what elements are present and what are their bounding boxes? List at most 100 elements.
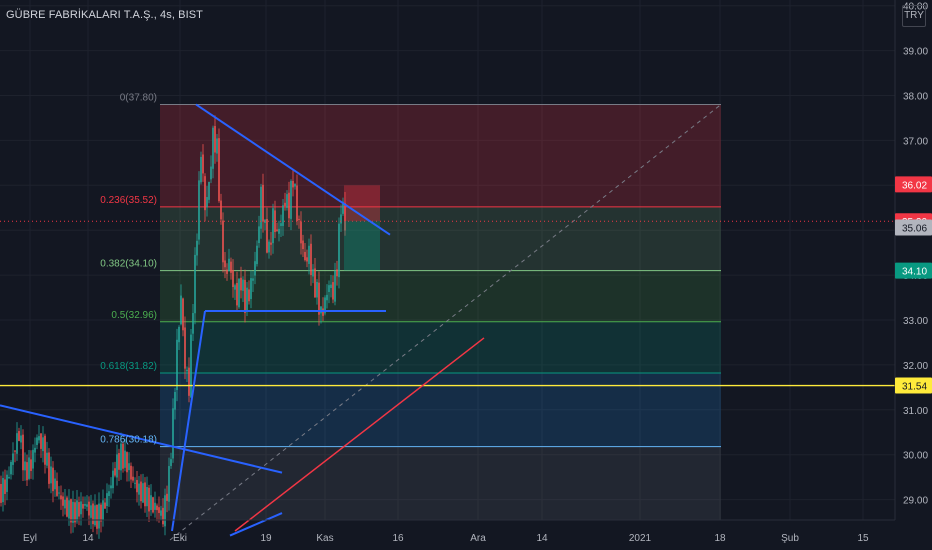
candle-down (26, 462, 28, 481)
candle-down (236, 282, 238, 306)
time-tick-label: 19 (260, 533, 272, 544)
price-label-text: 34.10 (902, 267, 927, 278)
currency-button[interactable]: TRY (902, 5, 926, 27)
candle-up (6, 474, 8, 492)
candle-up (246, 287, 248, 312)
candle-down (48, 452, 50, 484)
price-tick-label: 33.00 (903, 316, 928, 327)
candle-up (160, 510, 162, 516)
time-tick-label: Kas (316, 533, 333, 544)
candle-down (156, 505, 158, 511)
candle-up (172, 408, 174, 459)
candle-up (72, 501, 74, 523)
candle-down (82, 504, 84, 509)
time-tick-label: 2021 (629, 533, 652, 544)
fib-level-label: 0(37.80) (120, 92, 157, 103)
fib-level-label: 0.382(34.10) (100, 259, 157, 270)
candle-down (66, 497, 68, 517)
candle-up (234, 285, 236, 290)
grid (0, 0, 895, 520)
trendline-ascending (171, 310, 206, 532)
candle-up (24, 461, 26, 471)
candle-up (102, 500, 104, 520)
candle-up (46, 452, 48, 466)
candle-up (146, 486, 148, 507)
price-label-badge (895, 377, 932, 394)
candle-down (18, 431, 20, 441)
red-trendline (234, 337, 485, 532)
candle-up (38, 436, 40, 441)
candle-down (44, 435, 46, 465)
candle-down (292, 180, 294, 188)
fib-zone (160, 270, 721, 322)
candle-down (40, 433, 42, 449)
candle-down (140, 481, 142, 502)
candle-down (224, 260, 226, 268)
candle-up (134, 482, 136, 484)
candle-down (344, 202, 346, 231)
candle-down (52, 467, 54, 492)
candle-down (152, 497, 154, 513)
candle-down (298, 218, 300, 220)
candle-down (60, 495, 62, 500)
time-tick-label: Eyl (23, 533, 37, 544)
candle-up (210, 166, 212, 180)
fib-zone (160, 206, 721, 271)
candle-up (268, 241, 270, 253)
trendline-descending-upper (195, 103, 391, 236)
candle-down (130, 465, 132, 480)
candles (0, 115, 346, 539)
candle-up (252, 278, 254, 281)
candle-down (62, 496, 64, 506)
time-tick-label: 18 (714, 533, 726, 544)
candle-down (274, 210, 276, 233)
candle-up (36, 437, 38, 445)
candle-up (32, 449, 34, 469)
candle-down (114, 468, 116, 476)
candle-down (166, 493, 168, 501)
candle-up (216, 138, 218, 154)
fib-zone (160, 446, 721, 520)
candle-down (158, 507, 160, 513)
candle-up (212, 127, 214, 169)
candle-up (206, 196, 208, 208)
price-label-badge (895, 262, 932, 279)
candle-up (334, 270, 336, 302)
fib-zone (160, 321, 721, 373)
candle-down (262, 184, 264, 222)
time-tick-label: Eki (173, 533, 187, 544)
candle-up (342, 201, 344, 214)
candle-up (168, 466, 170, 502)
candle-up (254, 261, 256, 276)
candle-up (290, 180, 292, 219)
time-axis[interactable]: Eyl 14 Eki 19 Kas 16 Ara 14 2021 18 Şub 15 (0, 519, 895, 544)
candle-down (148, 487, 150, 512)
candle-up (186, 369, 188, 372)
candle-up (154, 502, 156, 510)
candle-up (198, 180, 200, 240)
candle-down (304, 251, 306, 261)
candle-down (226, 269, 228, 274)
candle-up (20, 435, 22, 443)
price-axis[interactable]: 29.0030.0031.0032.0033.0034.0035.0036.00… (894, 0, 932, 550)
candle-up (196, 240, 198, 256)
candle-up (8, 477, 10, 479)
candle-down (302, 240, 304, 250)
price-tick-label: 38.00 (903, 92, 928, 103)
candle-up (64, 499, 66, 509)
candle-down (314, 268, 316, 298)
candle-up (50, 466, 52, 484)
candle-down (220, 200, 222, 220)
candle-down (14, 450, 16, 452)
price-tick-label: 39.00 (903, 47, 928, 58)
candle-up (286, 194, 288, 208)
candle-up (228, 258, 230, 272)
candle-up (194, 254, 196, 314)
candle-up (250, 278, 252, 299)
candle-up (150, 495, 152, 510)
candle-down (74, 502, 76, 523)
candle-up (142, 483, 144, 503)
candle-down (276, 229, 278, 231)
candle-up (256, 245, 258, 265)
